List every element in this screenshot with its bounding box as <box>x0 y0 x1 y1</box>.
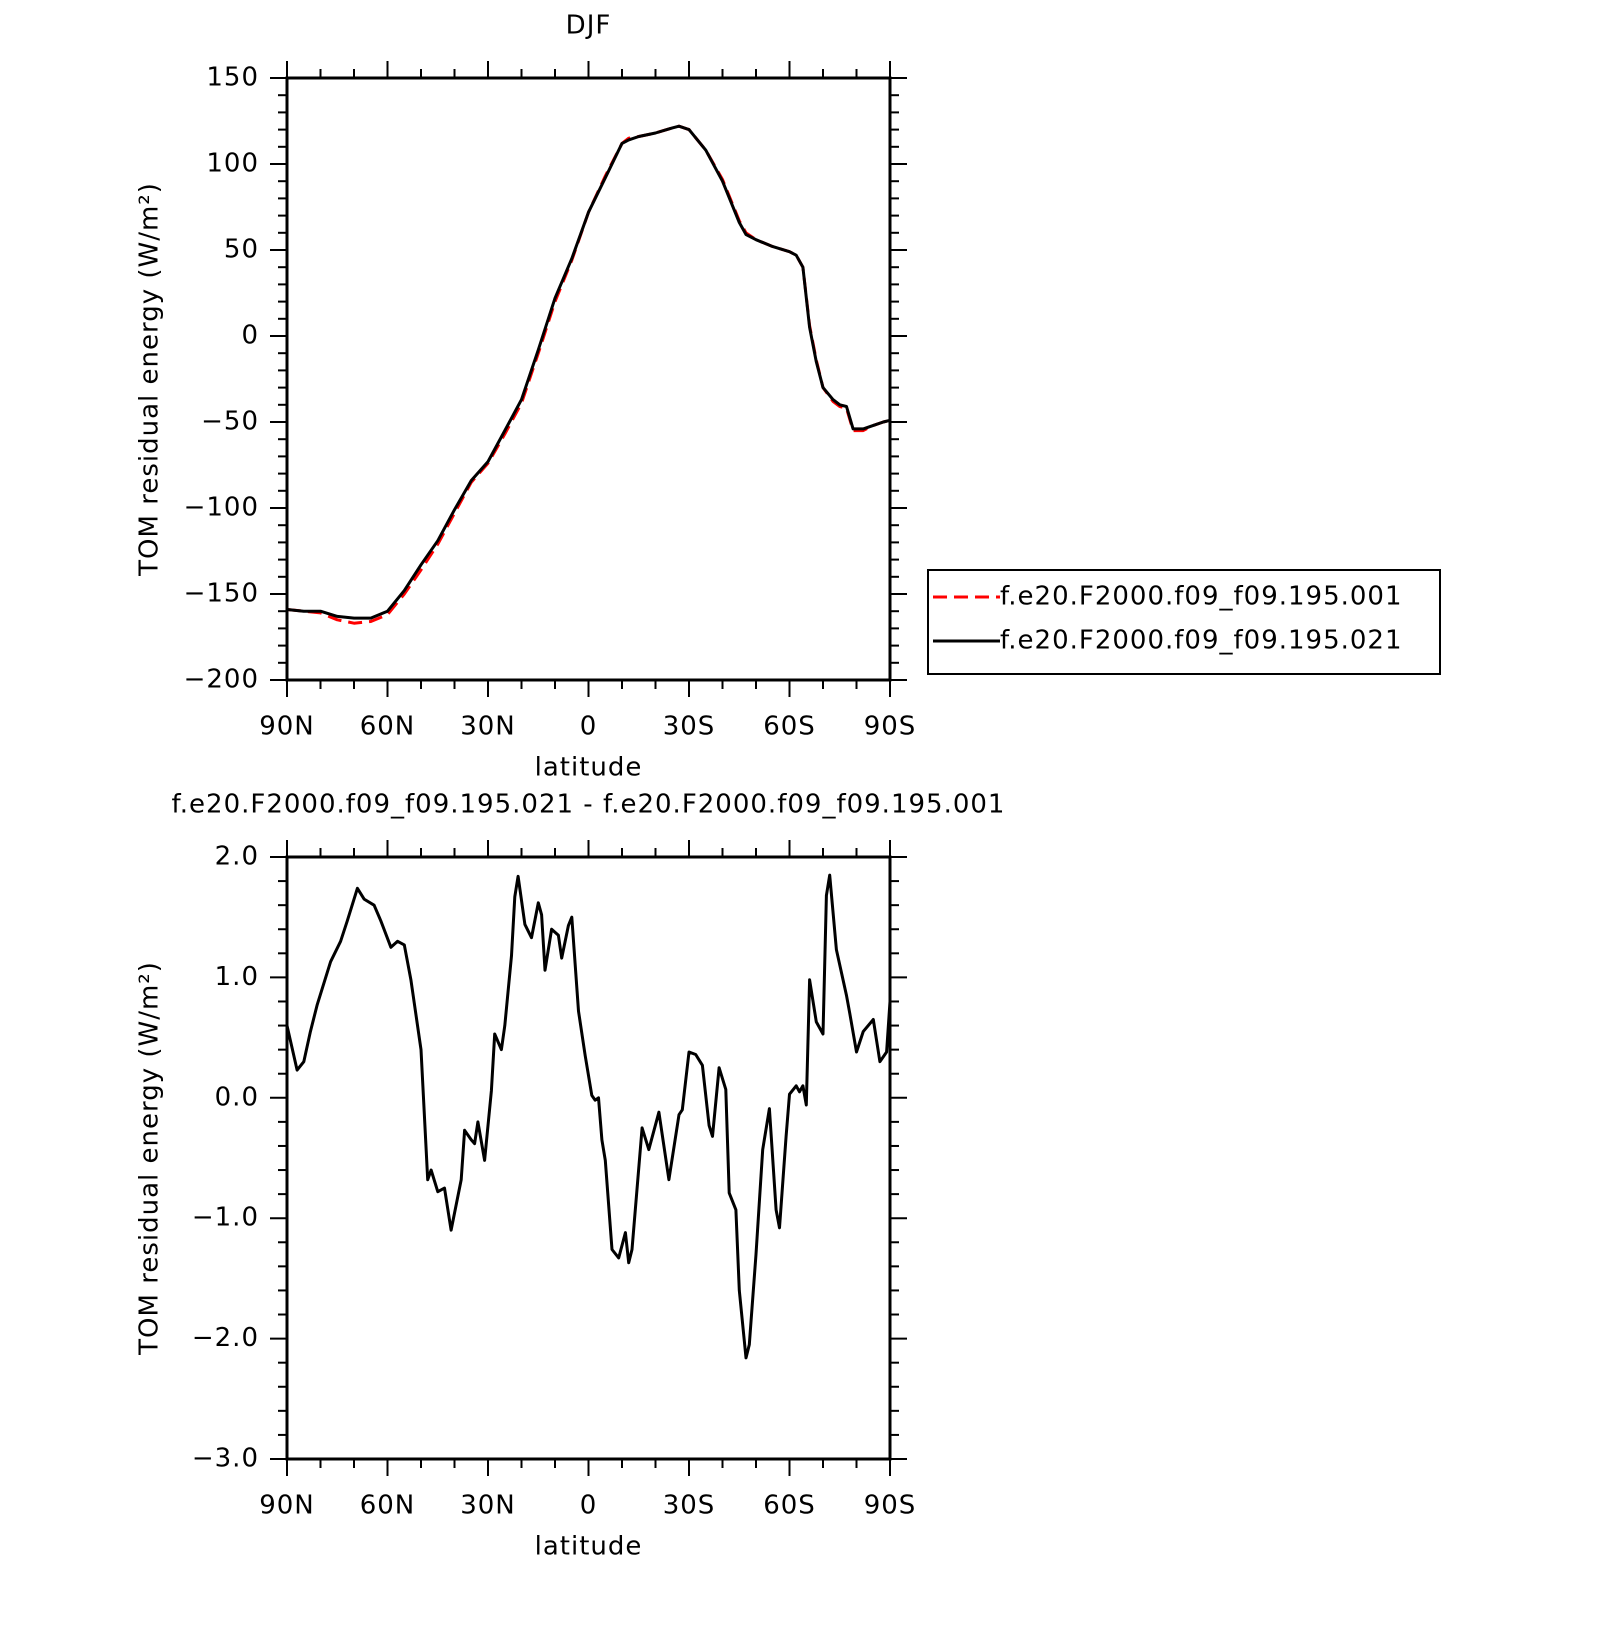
legend-box <box>927 569 1441 675</box>
y-tick-label: 0 <box>241 321 259 351</box>
x-tick-label: 0 <box>580 712 598 742</box>
y-tick-label: 100 <box>206 149 259 179</box>
y-tick-label: −2.0 <box>192 1323 259 1353</box>
y-axis-label: TOM residual energy (W/m²) <box>135 961 165 1356</box>
legend: f.e20.F2000.f09_f09.195.001 f.e20.F2000.f… <box>927 569 1441 675</box>
x-tick-label: 90N <box>259 712 315 742</box>
data-line <box>285 873 892 1360</box>
y-tick-label: −100 <box>184 493 259 523</box>
x-tick-label: 30N <box>460 1491 516 1521</box>
x-axis-label: latitude <box>535 753 643 783</box>
x-tick-label: 30S <box>663 1491 716 1521</box>
x-tick-label: 60N <box>360 712 416 742</box>
y-tick-label: 0.0 <box>215 1082 259 1112</box>
x-tick-label: 90S <box>864 1491 917 1521</box>
x-tick-label: 0 <box>580 1491 598 1521</box>
y-tick-label: −200 <box>184 665 259 695</box>
chart-title: f.e20.F2000.f09_f09.195.021 - f.e20.F200… <box>172 790 1006 820</box>
y-tick-label: 1.0 <box>215 962 259 992</box>
y-tick-label: 2.0 <box>215 842 259 872</box>
data-line <box>286 124 891 625</box>
legend-label: f.e20.F2000.f09_f09.195.021 <box>1000 626 1403 656</box>
y-tick-label: −50 <box>201 407 259 437</box>
plot-frame <box>285 76 892 682</box>
data-line <box>286 124 891 620</box>
x-tick-label: 90N <box>259 1491 315 1521</box>
y-tick-label: −150 <box>184 579 259 609</box>
x-tick-label: 60N <box>360 1491 416 1521</box>
plot-frame <box>285 855 892 1461</box>
x-axis-label: latitude <box>535 1532 643 1562</box>
chart-title: DJF <box>566 11 612 41</box>
y-tick-label: 50 <box>224 235 259 265</box>
x-tick-label: 30S <box>663 712 716 742</box>
x-tick-label: 60S <box>763 1491 816 1521</box>
legend-label: f.e20.F2000.f09_f09.195.001 <box>1000 582 1403 612</box>
y-tick-label: 150 <box>206 63 259 93</box>
y-axis-label: TOM residual energy (W/m²) <box>135 182 165 577</box>
y-tick-label: −3.0 <box>192 1444 259 1474</box>
y-tick-label: −1.0 <box>192 1203 259 1233</box>
x-tick-label: 30N <box>460 712 516 742</box>
x-tick-label: 60S <box>763 712 816 742</box>
x-tick-label: 90S <box>864 712 917 742</box>
